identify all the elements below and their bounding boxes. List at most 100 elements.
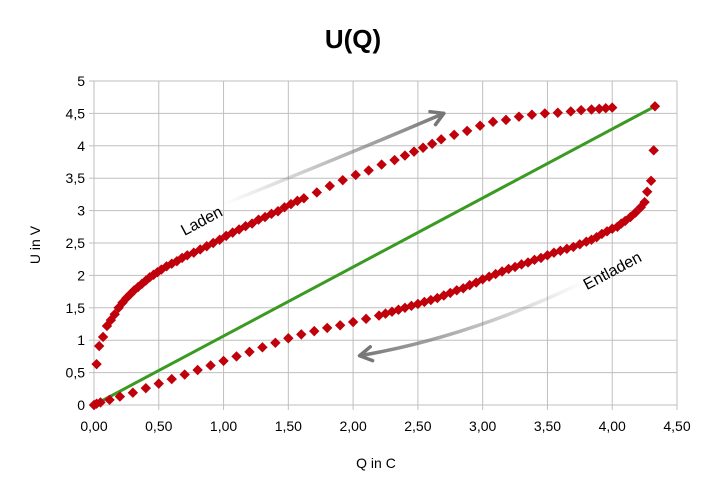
data-point [270,337,281,348]
y-tick-label: 0,5 [66,365,86,381]
x-tick-label: 4,00 [599,418,626,434]
data-point [436,134,447,145]
data-point [311,187,323,198]
data-point [586,104,597,115]
data-point [337,174,348,186]
x-tick-label: 2,50 [404,418,431,434]
data-point [127,387,139,398]
data-point [635,202,646,213]
y-tick-label: 2,5 [66,235,86,251]
data-point [231,351,242,362]
data-point [487,116,499,128]
data-point [426,138,438,150]
data-point [347,316,359,328]
data-point [104,394,115,406]
data-point [513,111,525,122]
data-point [363,165,374,176]
data-point [298,193,310,204]
y-tick-label: 0 [77,397,85,413]
data-point [448,129,460,140]
y-tick-label: 3 [77,203,85,219]
data-point [296,329,307,340]
x-tick-label: 4,50 [663,418,690,434]
data-point [565,106,576,117]
x-axis-ticks: 0,00 0,50 1,00 1,50 2,00 2,50 3,00 3,50 4,00 4,50 [80,418,690,434]
data-point [244,346,255,358]
data-point [619,215,631,227]
data-point [616,218,627,229]
data-point [417,142,429,153]
data-point [539,108,551,119]
y-axis-label: U in V [27,225,43,264]
arrow-head [357,345,375,363]
data-point [399,150,411,161]
data-point [649,101,661,112]
arrow-head [428,109,446,127]
data-point [153,378,164,389]
y-tick-label: 4,5 [66,105,86,121]
data-point [575,104,587,116]
data-point [334,320,346,331]
data-point [474,120,486,131]
y-tick-label: 1 [77,332,85,348]
y-tick-label: 3,5 [66,170,86,186]
arrow-curve [357,280,586,358]
data-point [91,398,102,409]
data-point [586,234,597,245]
data-point [192,364,203,376]
data-point [548,247,560,258]
annotation-label: Laden [178,204,225,240]
line-series [93,104,656,407]
data-point [93,340,105,352]
data-point [97,331,109,343]
data-point [114,391,126,402]
x-tick-label: 3,50 [534,418,561,434]
data-point [322,322,333,334]
data-point [607,223,618,234]
data-point [373,310,385,321]
data-point [561,243,573,255]
data-point [283,333,294,344]
data-point [218,355,229,367]
data-point [607,102,618,113]
data-point [376,159,387,170]
data-point [645,175,657,186]
data-point [594,103,605,115]
data-point [171,255,183,267]
scatter-points [88,101,661,411]
data-point [360,313,372,325]
data-point [555,245,566,256]
data-point [179,369,190,380]
fit-line [93,104,656,407]
data-point [591,231,602,243]
data-point [350,169,361,181]
data-point [309,325,320,337]
arrow-curve [221,111,446,206]
data-point [568,241,579,253]
y-axis-ticks: 0 0,5 1 1,5 2 2,5 3 3,5 4 4,5 5 [66,73,86,413]
data-point [389,154,400,166]
y-tick-label: 2 [77,267,85,283]
data-point [117,297,128,308]
x-tick-label: 0,50 [145,418,172,434]
x-tick-label: 1,50 [275,418,302,434]
y-tick-label: 1,5 [66,300,86,316]
data-point [642,186,653,198]
x-tick-label: 3,00 [469,418,496,434]
data-point [648,145,659,156]
data-point [581,236,592,247]
data-point [461,125,473,137]
data-point [601,226,613,237]
x-tick-label: 0,00 [80,418,107,434]
data-point [253,214,264,225]
y-tick-label: 4 [77,138,85,154]
arrows [221,109,586,363]
data-point [600,103,611,114]
data-point [552,107,564,118]
x-tick-label: 1,00 [210,418,237,434]
x-axis-label: Q in C [356,455,396,471]
chart-title: U(Q) [325,24,381,54]
y-tick-label: 5 [77,73,85,89]
data-point [257,342,268,353]
